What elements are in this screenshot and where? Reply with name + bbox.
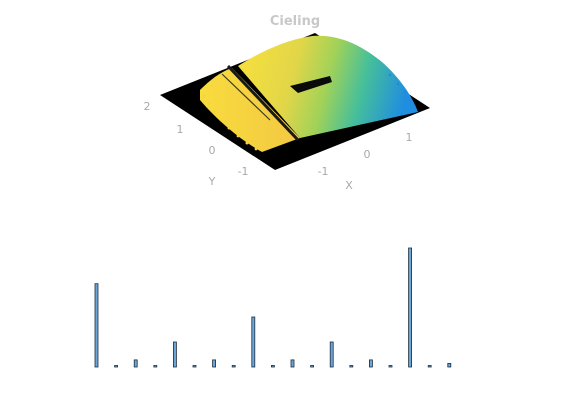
y-tick-label: 1	[177, 123, 184, 136]
bar	[329, 341, 334, 368]
bar	[133, 359, 138, 368]
bar	[290, 359, 295, 368]
point-cloud	[200, 35, 418, 152]
bar	[310, 365, 315, 368]
cloud-hole	[290, 76, 332, 93]
bar	[212, 359, 217, 368]
y-axis-label: Y	[208, 175, 216, 188]
cloud-left-region	[200, 68, 300, 152]
bar	[192, 365, 197, 368]
y-tick-label: 2	[144, 100, 151, 113]
bar	[368, 359, 373, 368]
cloud-seam-2	[221, 73, 271, 121]
bar-chart	[94, 247, 452, 368]
bar	[251, 316, 256, 368]
x-tick-label: -1	[318, 165, 329, 178]
bar	[231, 365, 236, 368]
bar	[114, 365, 118, 368]
x-tick-label: 1	[406, 131, 413, 144]
y-tick-label: -1	[238, 165, 249, 178]
bar	[172, 341, 177, 368]
cloud-main-region	[238, 35, 418, 138]
bar	[349, 365, 354, 368]
x-axis-label: X	[345, 179, 353, 192]
bar	[427, 365, 432, 368]
bar	[153, 365, 158, 368]
cloud-seam	[226, 64, 300, 142]
bar	[94, 283, 99, 368]
bar	[408, 247, 413, 368]
bar	[388, 365, 393, 368]
bar	[270, 365, 275, 368]
cloud-speckle-blue	[388, 73, 416, 108]
chart-title: Cieling	[270, 14, 320, 29]
bar	[447, 362, 452, 368]
y-tick-label: 0	[209, 144, 216, 157]
x-tick-label: 0	[364, 148, 371, 161]
cloud-speckle	[202, 84, 258, 151]
point-cloud-chart: Cieling 2 1	[144, 14, 430, 192]
